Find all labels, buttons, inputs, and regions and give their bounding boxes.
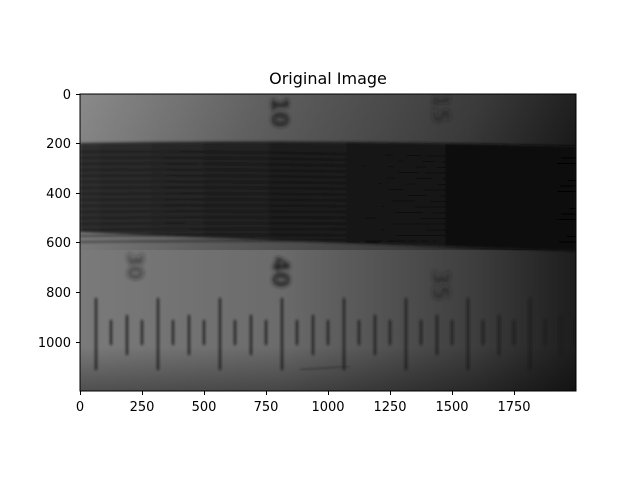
x-tick-label: 1750 — [497, 400, 530, 415]
x-tick-label: 1500 — [435, 400, 468, 415]
x-tick-label: 1000 — [311, 400, 344, 415]
x-tick-label: 0 — [76, 400, 84, 415]
y-tick-label: 800 — [46, 286, 71, 301]
x-tick-label: 750 — [254, 400, 279, 415]
y-tick-label: 400 — [46, 187, 71, 202]
y-tick-label: 600 — [46, 236, 71, 251]
x-axis: 0 250 500 750 1000 1250 1500 1750 — [76, 391, 531, 415]
x-tick-label: 1250 — [373, 400, 406, 415]
x-tick-label: 250 — [130, 400, 155, 415]
figure-title: Original Image — [269, 69, 387, 88]
y-axis: 0 200 400 600 800 1000 — [38, 88, 80, 351]
x-tick-label: 500 — [192, 400, 217, 415]
y-tick-label: 0 — [63, 88, 71, 103]
ruler-photo: 10 40 35 15 30 — [80, 94, 576, 391]
y-tick-label: 200 — [46, 137, 71, 152]
y-tick-label: 1000 — [38, 336, 71, 351]
